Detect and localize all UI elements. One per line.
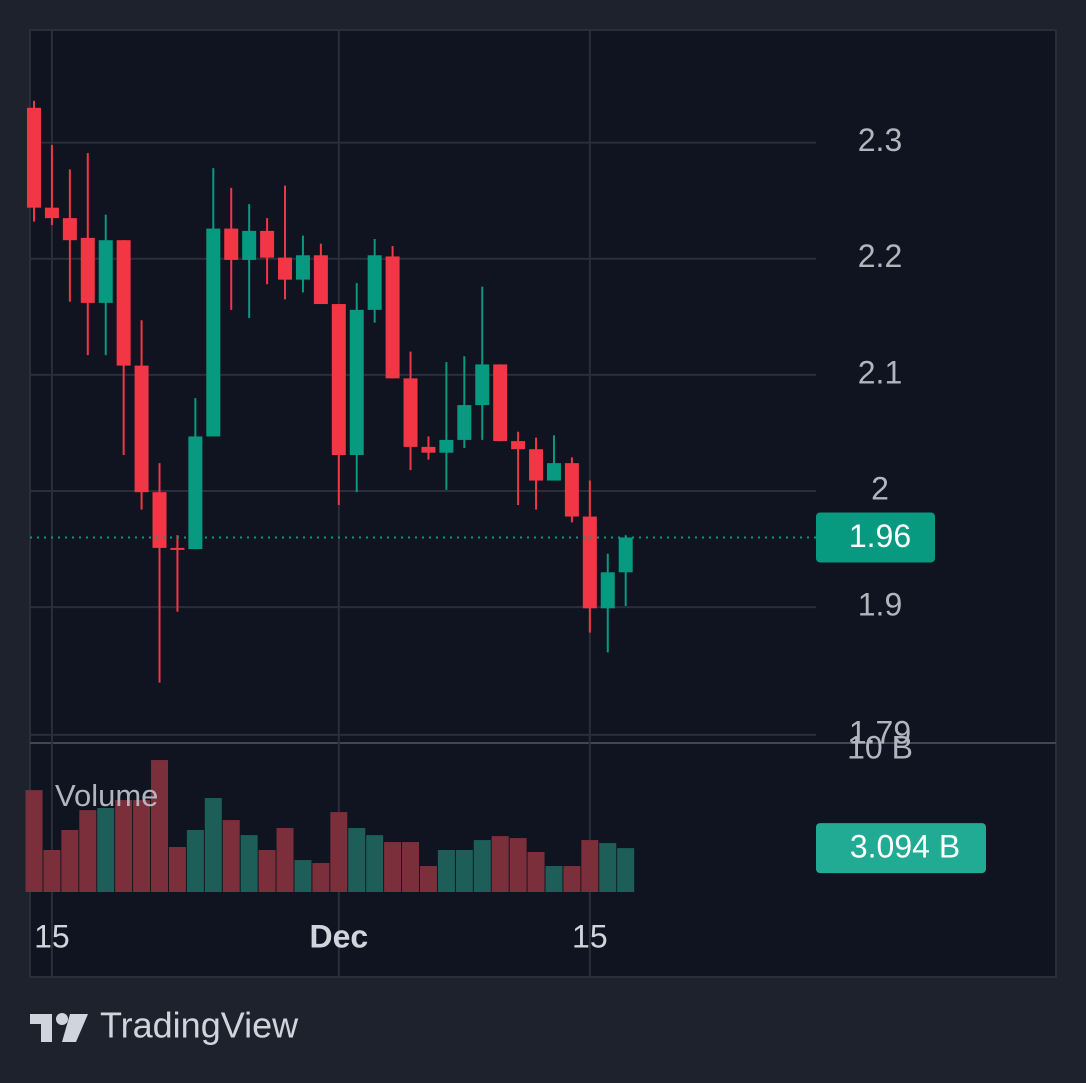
- x-tick-label: 15: [572, 918, 608, 954]
- candle-body: [98, 240, 113, 303]
- volume-bar: [455, 849, 473, 892]
- candle-body: [295, 255, 310, 280]
- volume-bar: [151, 760, 169, 892]
- y-tick-label: 1.79: [849, 714, 911, 750]
- y-tick-label: 2.2: [858, 238, 902, 274]
- volume-bar: [402, 842, 420, 892]
- candle-body: [367, 255, 382, 310]
- volume-bar: [527, 851, 545, 892]
- volume-bar: [79, 810, 97, 892]
- candle-body: [27, 107, 41, 208]
- candle-body: [618, 537, 633, 573]
- volume-bar: [258, 849, 276, 892]
- candle-body: [260, 230, 275, 258]
- volume-bar: [473, 840, 491, 892]
- brand: TradingView: [100, 1005, 299, 1046]
- candle-body: [224, 228, 239, 260]
- volume-bar: [61, 829, 79, 892]
- candle-body: [134, 365, 149, 493]
- volume-tick-label: 10 B: [847, 730, 913, 766]
- candle-body: [475, 364, 490, 406]
- candle-body: [600, 572, 615, 609]
- y-tick-label: 2.1: [858, 354, 902, 390]
- x-tick-label: 15: [34, 918, 70, 954]
- volume-bar: [97, 807, 115, 892]
- candle-body: [206, 228, 221, 437]
- candle-body: [421, 446, 436, 453]
- candle-body: [493, 364, 508, 442]
- volume-bar: [437, 849, 455, 892]
- volume-bar: [43, 849, 61, 892]
- volume-bar: [384, 842, 402, 892]
- volume-bar: [366, 835, 384, 892]
- candle-body: [582, 516, 597, 609]
- candle-body: [278, 257, 293, 280]
- volume-bar: [617, 848, 635, 892]
- volume-bar: [509, 838, 527, 892]
- candle-body: [385, 256, 400, 379]
- volume-bar: [419, 866, 437, 892]
- candle-body: [439, 439, 454, 453]
- volume-title: Volume: [55, 778, 158, 813]
- last-price-label: 1.96: [849, 518, 911, 554]
- candle-body: [152, 492, 167, 548]
- volume-bar: [204, 798, 222, 892]
- volume-bar: [330, 812, 348, 892]
- candle-body: [242, 230, 257, 260]
- candle-body: [511, 441, 526, 450]
- volume-bar: [348, 828, 366, 892]
- x-tick-label: Dec: [309, 918, 368, 954]
- candle-body: [546, 463, 561, 481]
- volume-bar: [312, 863, 330, 892]
- volume-bar: [240, 835, 258, 892]
- candle-body: [62, 218, 77, 241]
- volume-bar: [581, 840, 599, 892]
- candle-body: [170, 547, 185, 550]
- candle-body: [564, 463, 579, 517]
- volume-bar: [186, 829, 204, 892]
- candle-body: [331, 304, 346, 456]
- y-tick-label: 1.9: [858, 587, 902, 623]
- candle-body: [349, 309, 364, 456]
- volume-bar: [222, 820, 240, 892]
- volume-bar: [599, 843, 617, 892]
- candle-body: [80, 237, 95, 303]
- volume-bar: [168, 847, 186, 892]
- candle-body: [313, 255, 328, 305]
- candle-body: [403, 378, 418, 447]
- volume-bar: [545, 866, 563, 892]
- volume-bar: [563, 866, 581, 892]
- candle-body: [44, 207, 59, 219]
- volume-bar: [276, 828, 294, 892]
- volume-bar: [491, 836, 509, 892]
- volume-bar: [294, 860, 312, 892]
- y-tick-label: 2: [871, 470, 889, 506]
- volume-badge: [816, 823, 986, 874]
- volume-bar: [133, 800, 151, 892]
- candle-body: [457, 405, 472, 440]
- logo: [30, 1013, 88, 1042]
- volume-label: 3.094 B: [850, 829, 960, 865]
- candle-body: [116, 240, 131, 366]
- last-price-badge: [816, 512, 935, 563]
- volume-bar: [115, 800, 133, 892]
- y-tick-label: 2.3: [858, 122, 902, 158]
- candle-body: [529, 449, 544, 481]
- volume-bar: [25, 790, 43, 892]
- candle-body: [188, 436, 203, 550]
